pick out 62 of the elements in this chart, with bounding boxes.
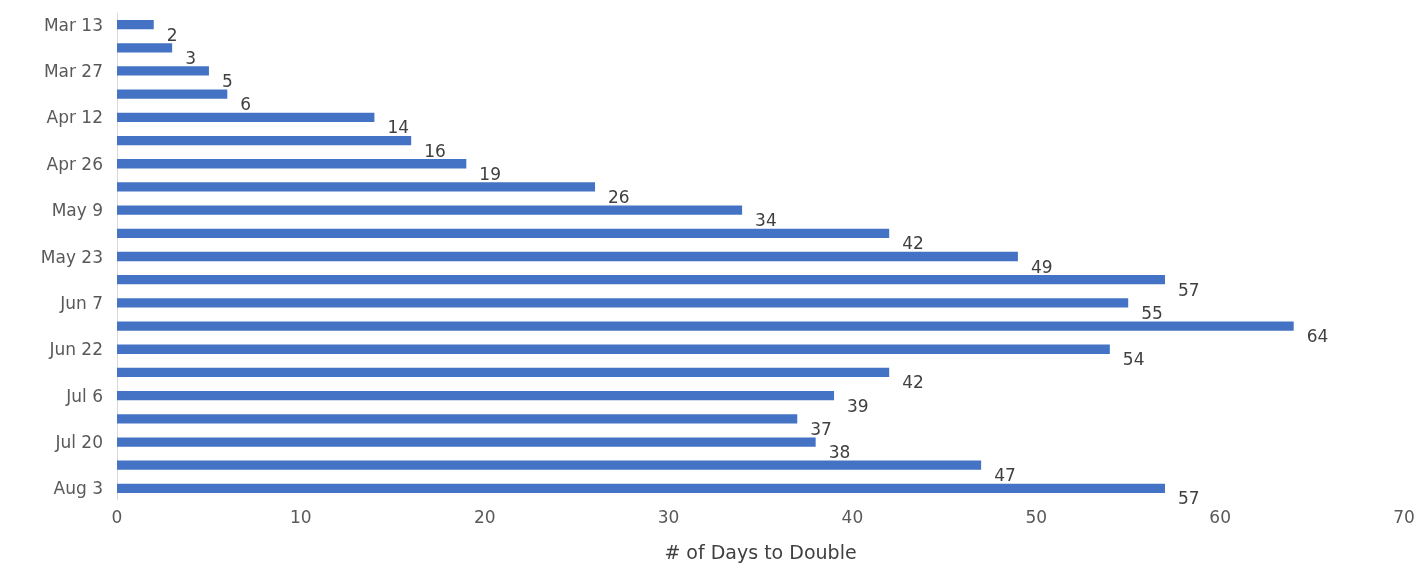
- bar: [117, 483, 1165, 494]
- x-tick-label: 60: [1209, 506, 1231, 527]
- data-label: 57: [1177, 488, 1200, 509]
- data-label: 54: [1122, 349, 1145, 370]
- data-label: 57: [1177, 279, 1200, 300]
- bar: [117, 460, 982, 470]
- bar: [117, 275, 1165, 285]
- x-tick-label: 50: [1025, 506, 1048, 527]
- bar: [117, 19, 154, 30]
- bar: [117, 112, 375, 122]
- bar: [117, 66, 209, 76]
- data-label: 64: [1306, 326, 1329, 347]
- bar: [117, 367, 890, 378]
- y-tick-label: Mar 13: [43, 14, 103, 35]
- bar: [117, 437, 816, 447]
- data-label: 5: [221, 70, 233, 91]
- data-label: 14: [387, 117, 410, 138]
- bar: [117, 159, 467, 169]
- bar: [117, 43, 173, 53]
- y-tick-label: Apr 12: [46, 107, 103, 128]
- x-tick-label: 0: [111, 506, 123, 527]
- y-tick-label: May 23: [40, 246, 103, 267]
- bar: [117, 135, 412, 146]
- data-label: 38: [828, 442, 851, 463]
- y-tick-label: Jun 7: [59, 292, 103, 313]
- bar: [117, 414, 798, 424]
- x-tick-label: 40: [841, 506, 864, 527]
- data-label: 2: [166, 24, 178, 45]
- data-label: 26: [608, 186, 630, 207]
- bar: [117, 321, 1294, 331]
- data-label: 19: [479, 163, 501, 184]
- bar: [117, 205, 743, 215]
- data-label: 3: [185, 47, 196, 68]
- data-label: 34: [755, 210, 777, 231]
- data-label: 39: [847, 395, 869, 416]
- data-label: 49: [1030, 256, 1053, 277]
- bar: [117, 228, 890, 238]
- data-label: 55: [1141, 302, 1163, 323]
- bar: [117, 251, 1018, 262]
- bar: [117, 89, 228, 99]
- y-tick-label: Jul 20: [54, 432, 103, 453]
- x-tick-label: 70: [1393, 506, 1415, 527]
- x-axis-title: # of Days to Double: [664, 540, 857, 563]
- x-tick-label: 10: [290, 506, 312, 527]
- bar: [117, 344, 1110, 354]
- bar: [117, 391, 835, 401]
- y-tick-label: Aug 3: [53, 478, 103, 499]
- bar: [117, 182, 596, 192]
- y-tick-label: May 9: [51, 200, 103, 221]
- x-tick-label: 20: [473, 506, 496, 527]
- y-tick-label: Mar 27: [43, 60, 103, 81]
- data-label: 6: [240, 94, 252, 115]
- data-label: 47: [994, 465, 1016, 486]
- bar: [117, 298, 1129, 308]
- data-label: 37: [810, 418, 832, 439]
- data-label: 42: [902, 233, 924, 254]
- y-tick-label: Jul 6: [65, 385, 103, 406]
- data-label: 16: [424, 140, 446, 161]
- x-tick-label: 30: [657, 506, 680, 527]
- y-tick-label: Apr 26: [46, 153, 103, 174]
- y-tick-label: Jun 22: [48, 339, 103, 360]
- data-label: 42: [902, 372, 924, 393]
